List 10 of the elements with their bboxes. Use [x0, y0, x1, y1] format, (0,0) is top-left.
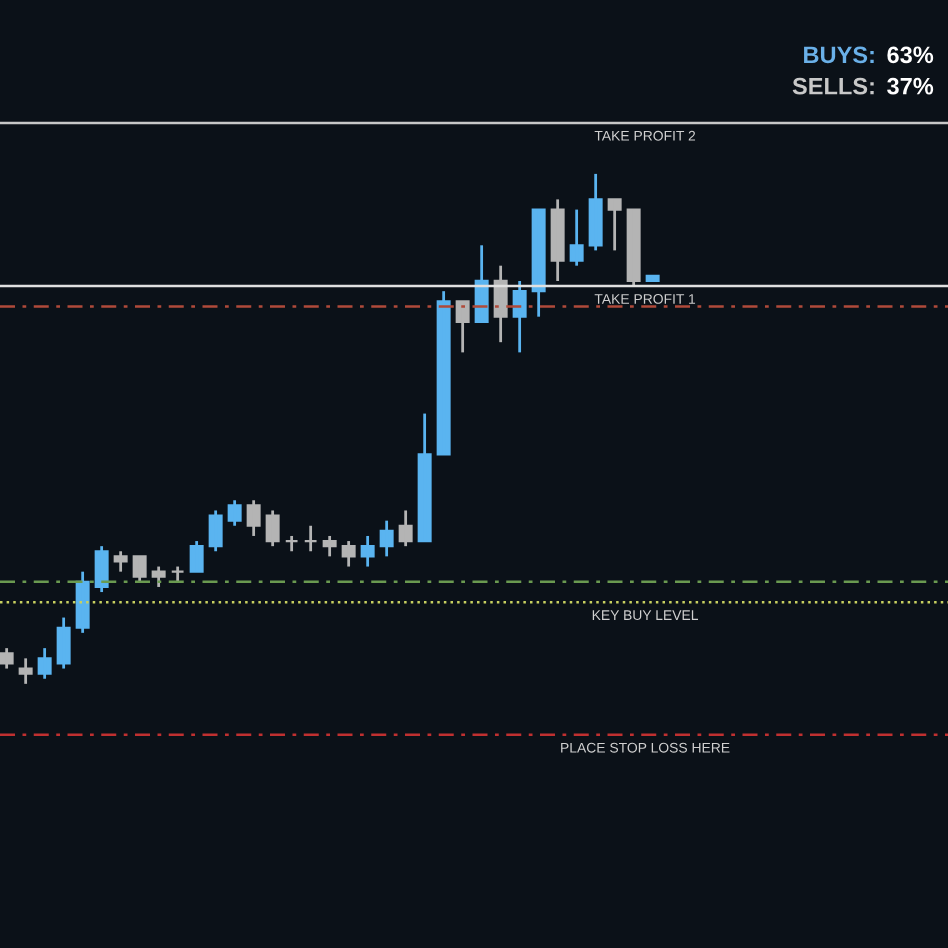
candlestick	[303, 524, 318, 553]
text: 63%	[887, 46, 934, 64]
text: 37%	[887, 77, 934, 95]
text: BUYS:	[804, 46, 874, 64]
candlestick	[18, 656, 33, 686]
candlestick	[170, 565, 185, 584]
candlestick	[284, 534, 299, 553]
candlestick	[113, 549, 128, 574]
text: SELLS:	[792, 77, 874, 95]
candlestick	[645, 274, 660, 283]
